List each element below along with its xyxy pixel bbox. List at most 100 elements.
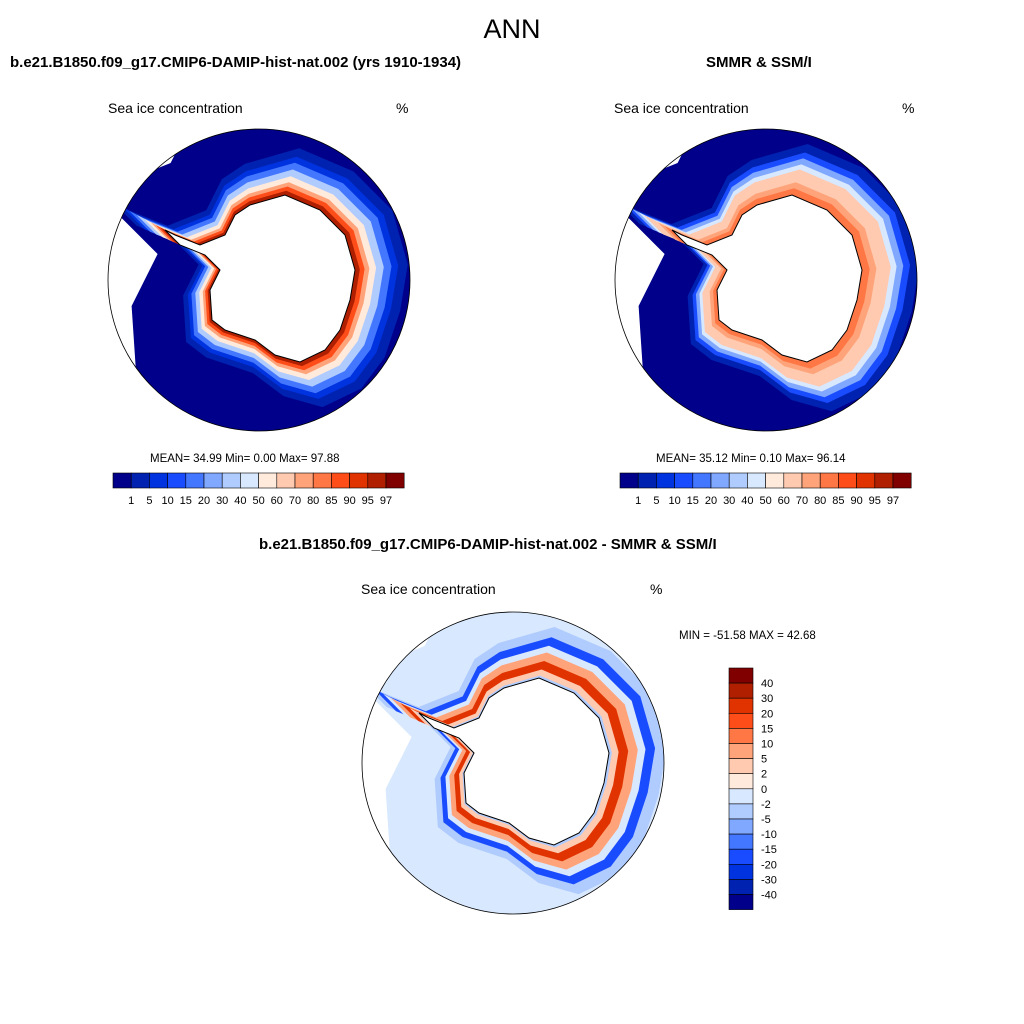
colorbar-tick-label: -40 — [761, 890, 777, 902]
colorbar-tick-label: 5 — [653, 495, 659, 507]
colorbar-tick-label: -15 — [761, 844, 777, 856]
colorbar-tick-label: 15 — [761, 723, 773, 735]
panel2-variable: Sea ice concentration — [614, 100, 749, 116]
colorbar-tick-label: 1 — [128, 495, 134, 507]
colorbar-tick-label: 10 — [161, 495, 173, 507]
colorbar-tick-label: 85 — [325, 495, 337, 507]
polar-map-1 — [107, 128, 411, 432]
colorbar-tick-label: 70 — [796, 495, 808, 507]
colorbar-tick-label: -20 — [761, 859, 777, 871]
colorbar-box — [838, 472, 857, 489]
polar-map-3 — [361, 611, 665, 915]
panel1-units: % — [396, 100, 409, 116]
panel3-units: % — [650, 581, 663, 597]
colorbar-tick-label: -30 — [761, 874, 777, 886]
colorbar-box — [747, 472, 766, 489]
colorbar-tick-label: -10 — [761, 829, 777, 841]
panel3-variable: Sea ice concentration — [361, 581, 496, 597]
colorbar-box — [728, 697, 754, 714]
colorbar-box — [385, 472, 405, 489]
colorbar-tick-label: 20 — [198, 495, 210, 507]
colorbar-box — [276, 472, 296, 489]
colorbar-tick-label: 97 — [887, 495, 899, 507]
colorbar-tick-label: 80 — [307, 495, 319, 507]
colorbar-box — [728, 894, 754, 910]
colorbar-box — [728, 667, 754, 684]
colorbar-tick-label: 15 — [687, 495, 699, 507]
colorbar-box — [874, 472, 894, 489]
colorbar-tick-label: 30 — [723, 495, 735, 507]
colorbar-box — [349, 472, 369, 489]
antarctica-coastline — [164, 194, 356, 363]
colorbar-box — [203, 472, 223, 489]
panel2-title: SMMR & SSM/I — [706, 54, 812, 71]
colorbar-box — [819, 472, 839, 489]
colorbar-box — [312, 472, 332, 489]
colorbar-box — [656, 472, 675, 489]
colorbar-2: 1 5 10 15 20 30 40 50 60 70 80 85 90 95 97 — [619, 472, 912, 507]
polar-map-2 — [614, 128, 918, 432]
colorbar-tick-label: 50 — [759, 495, 771, 507]
colorbar-tick-label: 40 — [234, 495, 246, 507]
colorbar-box — [637, 472, 657, 489]
colorbar-tick-label: 50 — [252, 495, 264, 507]
colorbar-tick-label: 90 — [850, 495, 862, 507]
colorbar-box — [619, 472, 639, 489]
colorbar-tick-label: -2 — [761, 799, 771, 811]
colorbar-box — [112, 472, 132, 489]
colorbar-box — [710, 472, 730, 489]
colorbar-box — [149, 472, 168, 489]
colorbar-box — [221, 472, 241, 489]
colorbar-box — [728, 788, 754, 805]
panel1-stats: MEAN= 34.99 Min= 0.00 Max= 97.88 — [150, 453, 340, 465]
panel1-variable: Sea ice concentration — [108, 100, 243, 116]
colorbar-tick-label: 60 — [271, 495, 283, 507]
colorbar-tick-label: 85 — [832, 495, 844, 507]
colorbar-box — [728, 833, 754, 850]
colorbar-box — [331, 472, 350, 489]
colorbar-box — [728, 818, 754, 835]
colorbar-tick-label: 40 — [761, 678, 773, 690]
colorbar-box — [728, 472, 748, 489]
colorbar-box — [294, 472, 314, 489]
colorbar-tick-label: 15 — [180, 495, 192, 507]
colorbar-tick-label: 80 — [814, 495, 826, 507]
colorbar-tick-label: -5 — [761, 814, 771, 826]
colorbar-box — [367, 472, 387, 489]
colorbar-box — [892, 472, 912, 489]
colorbar-tick-label: 30 — [216, 495, 228, 507]
colorbar-box — [728, 743, 754, 759]
colorbar-box — [728, 712, 754, 729]
colorbar-1: 1 5 10 15 20 30 40 50 60 70 80 85 90 95 97 — [112, 472, 405, 507]
map-border — [107, 128, 411, 432]
colorbar-box — [801, 472, 821, 489]
colorbar-tick-label: 0 — [761, 784, 767, 796]
colorbar-box — [856, 472, 876, 489]
colorbar-tick-label: 90 — [343, 495, 355, 507]
colorbar-tick-label: 70 — [289, 495, 301, 507]
panel2-units: % — [902, 100, 915, 116]
colorbar-tick-label: 20 — [705, 495, 717, 507]
colorbar-box — [728, 773, 754, 790]
colorbar-box — [783, 472, 803, 489]
figure-title: ANN — [483, 14, 541, 44]
colorbar-tick-label: 1 — [635, 495, 641, 507]
colorbar-tick-label: 10 — [761, 739, 773, 751]
colorbar-tick-label: 20 — [761, 708, 773, 720]
antarctica-coastline — [418, 677, 610, 846]
colorbar-box — [728, 848, 754, 865]
colorbar-box — [167, 472, 187, 489]
colorbar-box — [130, 472, 150, 489]
colorbar-box — [258, 472, 278, 489]
colorbar-tick-label: 60 — [778, 495, 790, 507]
colorbar-tick-label: 10 — [668, 495, 680, 507]
panel3-title: b.e21.B1850.f09_g17.CMIP6-DAMIP-hist-nat… — [259, 536, 717, 553]
colorbar-box — [240, 472, 259, 489]
colorbar-tick-label: 30 — [761, 693, 773, 705]
colorbar-box — [728, 682, 754, 699]
map-border — [614, 128, 918, 432]
antarctica-coastline — [671, 194, 863, 363]
